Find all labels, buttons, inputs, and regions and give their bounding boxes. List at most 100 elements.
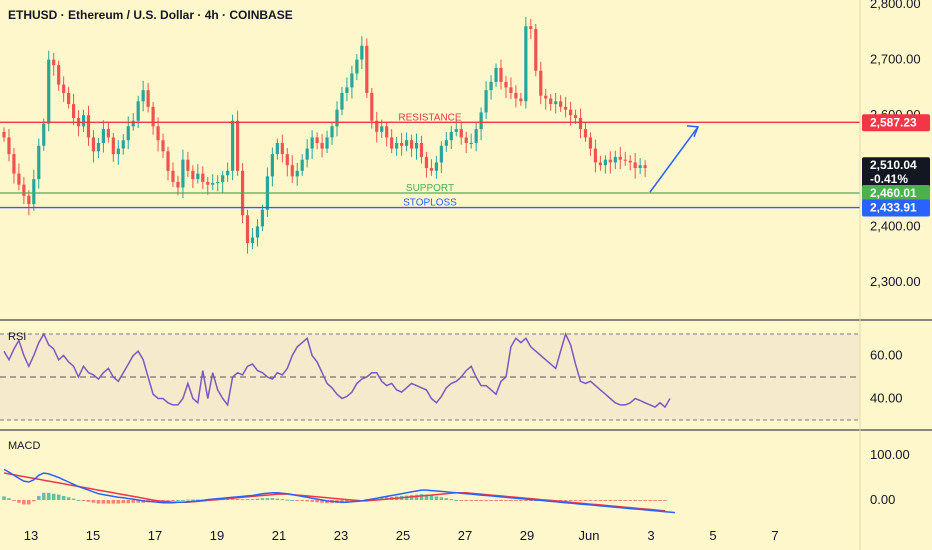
candle-body[interactable] bbox=[469, 143, 473, 144]
candle-body[interactable] bbox=[494, 67, 498, 82]
candle-body[interactable] bbox=[633, 162, 637, 169]
candle-body[interactable] bbox=[166, 151, 170, 171]
candle-body[interactable] bbox=[549, 98, 553, 105]
candle-body[interactable] bbox=[260, 209, 265, 227]
candle-body[interactable] bbox=[111, 137, 115, 155]
candle-body[interactable] bbox=[141, 90, 145, 102]
candle-body[interactable] bbox=[638, 165, 642, 169]
candle-body[interactable] bbox=[583, 129, 588, 138]
candle-body[interactable] bbox=[370, 92, 374, 121]
candle-body[interactable] bbox=[235, 120, 240, 171]
candle-body[interactable] bbox=[593, 148, 598, 163]
candle-body[interactable] bbox=[206, 181, 210, 185]
candle-body[interactable] bbox=[489, 81, 493, 91]
candle-body[interactable] bbox=[116, 148, 120, 155]
candle-body[interactable] bbox=[539, 70, 543, 96]
candle-body[interactable] bbox=[196, 173, 200, 180]
candle-body[interactable] bbox=[529, 26, 533, 30]
candle-body[interactable] bbox=[519, 98, 523, 102]
candle-body[interactable] bbox=[245, 215, 250, 244]
rsi-pane[interactable] bbox=[0, 331, 860, 421]
candle-body[interactable] bbox=[71, 104, 76, 118]
candle-body[interactable] bbox=[479, 112, 483, 130]
candle-body[interactable] bbox=[156, 126, 160, 141]
candle-body[interactable] bbox=[464, 137, 468, 143]
candle-body[interactable] bbox=[285, 154, 289, 166]
candle-body[interactable] bbox=[578, 117, 583, 130]
candle-body[interactable] bbox=[429, 168, 434, 171]
candle-body[interactable] bbox=[62, 84, 66, 93]
candle-body[interactable] bbox=[608, 159, 612, 163]
candle-body[interactable] bbox=[280, 143, 284, 155]
candle-body[interactable] bbox=[86, 115, 91, 138]
candle-body[interactable] bbox=[300, 159, 304, 171]
candle-body[interactable] bbox=[459, 129, 463, 138]
candle-body[interactable] bbox=[211, 183, 215, 185]
candle-body[interactable] bbox=[17, 173, 21, 185]
candle-body[interactable] bbox=[231, 120, 235, 171]
candle-body[interactable] bbox=[91, 137, 96, 152]
candle-body[interactable] bbox=[305, 148, 309, 160]
candle-body[interactable] bbox=[7, 137, 11, 155]
candle-body[interactable] bbox=[250, 237, 255, 244]
candle-body[interactable] bbox=[643, 165, 647, 169]
candle-body[interactable] bbox=[221, 175, 225, 182]
candle-body[interactable] bbox=[42, 123, 46, 146]
candle-body[interactable] bbox=[27, 195, 31, 205]
candle-body[interactable] bbox=[101, 129, 105, 143]
macd-y-axis[interactable]: 100.00 0.00 bbox=[870, 447, 910, 507]
candle-body[interactable] bbox=[618, 156, 622, 160]
candle-body[interactable] bbox=[186, 159, 190, 171]
candle-body[interactable] bbox=[559, 101, 563, 107]
candle-body[interactable] bbox=[12, 154, 16, 174]
candle-body[interactable] bbox=[603, 159, 607, 166]
candle-body[interactable] bbox=[409, 140, 414, 149]
time-axis[interactable]: 13 15 17 19 21 23 25 27 29 Jun 3 5 7 bbox=[24, 528, 779, 543]
candle-body[interactable] bbox=[310, 137, 314, 149]
candle-body[interactable] bbox=[474, 129, 478, 143]
candle-body[interactable] bbox=[37, 145, 41, 180]
candle-body[interactable] bbox=[509, 87, 513, 93]
macd-line[interactable] bbox=[3, 468, 675, 514]
candle-body[interactable] bbox=[216, 181, 220, 184]
price-pane[interactable]: RESISTANCE SUPPORT STOPLOSS bbox=[0, 16, 860, 254]
candle-body[interactable] bbox=[613, 156, 617, 163]
candle-body[interactable] bbox=[504, 81, 508, 88]
candle-body[interactable] bbox=[2, 131, 6, 138]
candle-body[interactable] bbox=[161, 140, 165, 152]
candle-body[interactable] bbox=[146, 90, 150, 107]
candle-body[interactable] bbox=[375, 120, 379, 132]
candle-body[interactable] bbox=[330, 126, 334, 138]
candle-body[interactable] bbox=[126, 126, 130, 141]
candle-body[interactable] bbox=[320, 143, 324, 149]
candle-body[interactable] bbox=[52, 59, 56, 66]
candle-body[interactable] bbox=[191, 170, 195, 180]
rsi-line[interactable] bbox=[3, 331, 671, 409]
candle-body[interactable] bbox=[226, 170, 230, 176]
candle-body[interactable] bbox=[598, 162, 602, 166]
candle-body[interactable] bbox=[201, 173, 205, 182]
candle-body[interactable] bbox=[568, 109, 573, 116]
candle-body[interactable] bbox=[544, 95, 548, 99]
candle-body[interactable] bbox=[106, 129, 110, 138]
candle-body[interactable] bbox=[564, 106, 568, 110]
candle-body[interactable] bbox=[534, 29, 538, 71]
candle-body[interactable] bbox=[390, 137, 394, 149]
candle-body[interactable] bbox=[171, 170, 175, 182]
candle-body[interactable] bbox=[32, 179, 36, 205]
candle-body[interactable] bbox=[554, 101, 558, 105]
candle-body[interactable] bbox=[22, 184, 26, 196]
candle-body[interactable] bbox=[360, 45, 364, 60]
rsi-y-axis[interactable]: 60.00 40.00 bbox=[870, 348, 903, 406]
candle-body[interactable] bbox=[81, 115, 86, 127]
candle-body[interactable] bbox=[395, 143, 399, 149]
candle-body[interactable] bbox=[588, 137, 593, 149]
macd-pane[interactable] bbox=[2, 468, 675, 514]
candle-body[interactable] bbox=[628, 160, 632, 163]
candle-body[interactable] bbox=[350, 73, 354, 88]
candle-body[interactable] bbox=[573, 115, 578, 118]
candle-body[interactable] bbox=[131, 120, 135, 127]
candle-body[interactable] bbox=[434, 162, 438, 171]
candle-body[interactable] bbox=[414, 143, 419, 149]
